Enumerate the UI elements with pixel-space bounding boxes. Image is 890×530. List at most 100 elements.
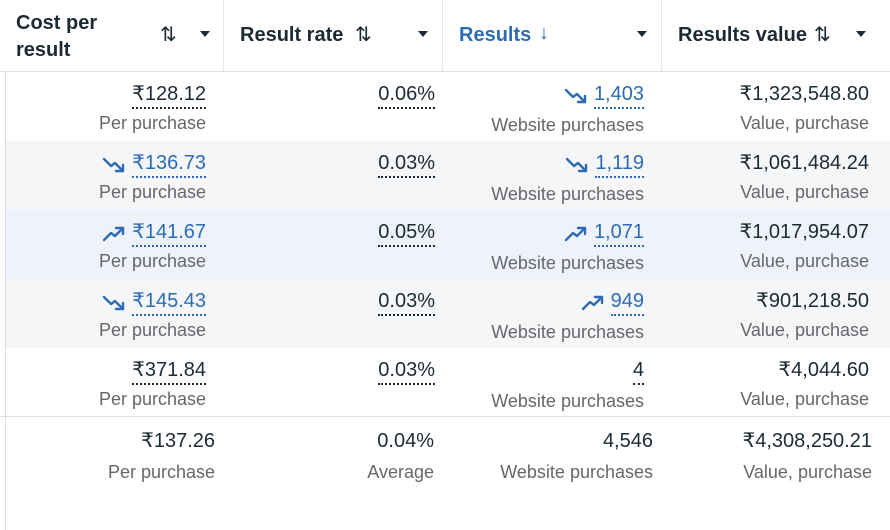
rate-value[interactable]: 0.03% — [378, 151, 435, 178]
results-value[interactable]: 1,071 — [593, 220, 644, 247]
summary-value-label: Value, purchase — [743, 462, 872, 482]
results-value[interactable]: 949 — [610, 289, 644, 316]
value-cell: ₹1,017,954.07 Value, purchase — [662, 210, 869, 279]
rate-cell: 0.03% — [224, 279, 435, 348]
chevron-down-icon[interactable] — [856, 31, 866, 37]
chevron-down-icon[interactable] — [418, 31, 428, 37]
sort-up-down-icon[interactable]: ⇅ — [160, 24, 177, 46]
results-cell: 949 Website purchases — [443, 279, 644, 348]
summary-cost-label: Per purchase — [107, 462, 215, 482]
summary-rate-value: 0.04% — [377, 430, 434, 452]
rate-cell: 0.03% — [224, 348, 435, 416]
value-cell: ₹901,218.50 Value, purchase — [662, 279, 869, 348]
trend-up-icon — [564, 226, 587, 241]
cost-cell: ₹145.43 Per purchase — [6, 279, 206, 348]
rate-cell: 0.03% — [224, 141, 435, 210]
results-label: Website purchases — [491, 115, 644, 135]
rate-value[interactable]: 0.06% — [378, 82, 435, 109]
results-value-amount: ₹1,017,954.07 — [739, 221, 869, 243]
table-row: ₹128.12 Per purchase 0.06% 1,403 Website pur… — [6, 72, 890, 141]
cost-cell: ₹128.12 Per purchase — [6, 72, 206, 141]
results-label: Website purchases — [491, 391, 644, 411]
cost-value[interactable]: ₹145.43 — [132, 289, 206, 316]
results-value[interactable]: 1,119 — [595, 151, 644, 178]
cost-value[interactable]: ₹128.12 — [132, 82, 206, 109]
table-header: Cost per result ⇅ Result rate ⇅ Results … — [0, 0, 890, 72]
summary-results-value-amount: ₹4,308,250.21 — [742, 430, 872, 452]
cost-cell: ₹136.73 Per purchase — [6, 141, 206, 210]
trend-up-icon — [102, 226, 125, 241]
cost-label: Per purchase — [98, 113, 206, 133]
sort-up-down-icon[interactable]: ⇅ — [814, 24, 831, 46]
value-label: Value, purchase — [740, 389, 869, 409]
results-cell: 4 Website purchases — [443, 348, 644, 416]
table-row: ₹141.67 Per purchase 0.05% 1,071 Website pur… — [6, 210, 890, 279]
value-label: Value, purchase — [740, 320, 869, 340]
summary-results-cell: 4,546 Website purchases — [434, 417, 653, 530]
summary-value-cell: ₹4,308,250.21 Value, purchase — [653, 417, 872, 530]
cost-value[interactable]: ₹371.84 — [132, 358, 206, 385]
cost-label: Per purchase — [98, 251, 206, 271]
summary-cost-cell: ₹137.26 Per purchase — [6, 417, 215, 530]
cost-cell: ₹371.84 Per purchase — [6, 348, 206, 416]
rate-value[interactable]: 0.03% — [378, 358, 435, 385]
rate-value[interactable]: 0.05% — [378, 220, 435, 247]
value-label: Value, purchase — [740, 251, 869, 271]
table-row: ₹371.84 Per purchase 0.03% 4 Website purchas… — [6, 348, 890, 416]
rate-cell: 0.06% — [224, 72, 435, 141]
table-left-border — [5, 417, 6, 530]
results-cell: 1,071 Website purchases — [443, 210, 644, 279]
column-title: Result rate — [240, 24, 344, 46]
trend-down-icon — [564, 88, 587, 103]
value-label: Value, purchase — [740, 113, 869, 133]
summary-rate-cell: 0.04% Average — [215, 417, 434, 530]
cost-cell: ₹141.67 Per purchase — [6, 210, 206, 279]
column-title: Results — [459, 24, 532, 46]
value-cell: ₹1,323,548.80 Value, purchase — [662, 72, 869, 141]
chevron-down-icon[interactable] — [637, 31, 647, 37]
results-value[interactable]: 1,403 — [593, 82, 644, 109]
results-value-amount: ₹1,061,484.24 — [739, 152, 869, 174]
summary-results-value: 4,546 — [602, 430, 653, 452]
column-title: Cost per result — [16, 12, 98, 61]
rate-cell: 0.05% — [224, 210, 435, 279]
summary-cost-value: ₹137.26 — [141, 430, 215, 452]
cost-value[interactable]: ₹136.73 — [132, 151, 206, 178]
results-label: Website purchases — [491, 322, 644, 342]
summary-divider — [0, 416, 890, 417]
results-value-amount: ₹1,323,548.80 — [739, 83, 869, 105]
results-value-amount: ₹901,218.50 — [756, 290, 869, 312]
sort-up-down-icon[interactable]: ⇅ — [355, 24, 372, 46]
value-cell: ₹4,044.60 Value, purchase — [662, 348, 869, 416]
trend-up-icon — [581, 295, 603, 310]
value-cell: ₹1,061,484.24 Value, purchase — [662, 141, 869, 210]
cost-label: Per purchase — [98, 320, 206, 340]
summary-row: ₹137.26 Per purchase 0.04% Average 4,546… — [6, 417, 890, 530]
summary-results-label: Website purchases — [500, 462, 653, 482]
sort-down-arrow-icon[interactable]: ↓ — [539, 22, 549, 44]
cost-label: Per purchase — [98, 389, 206, 409]
results-cell: 1,119 Website purchases — [443, 141, 644, 210]
summary-rate-label: Average — [367, 462, 434, 482]
column-header-cost-per-result[interactable]: Cost per result ⇅ — [0, 0, 224, 71]
value-label: Value, purchase — [740, 182, 869, 202]
table-row: ₹145.43 Per purchase 0.03% 949 Website purch… — [6, 279, 890, 348]
table-row: ₹136.73 Per purchase 0.03% 1,119 Website pur… — [6, 141, 890, 210]
column-header-results[interactable]: Results ↓ — [443, 0, 662, 71]
cost-label: Per purchase — [98, 182, 206, 202]
rate-value[interactable]: 0.03% — [378, 289, 435, 316]
table-left-border — [5, 72, 6, 417]
column-header-result-rate[interactable]: Result rate ⇅ — [224, 0, 443, 71]
trend-down-icon — [566, 157, 588, 172]
column-header-results-value[interactable]: Results value ⇅ — [662, 0, 890, 71]
results-value[interactable]: 4 — [632, 358, 644, 385]
results-label: Website purchases — [491, 184, 644, 204]
results-cell: 1,403 Website purchases — [443, 72, 644, 141]
results-value-amount: ₹4,044.60 — [778, 359, 869, 381]
results-label: Website purchases — [491, 253, 644, 273]
trend-down-icon — [102, 157, 125, 172]
trend-down-icon — [102, 295, 125, 310]
cost-value[interactable]: ₹141.67 — [132, 220, 206, 247]
chevron-down-icon[interactable] — [200, 31, 210, 37]
